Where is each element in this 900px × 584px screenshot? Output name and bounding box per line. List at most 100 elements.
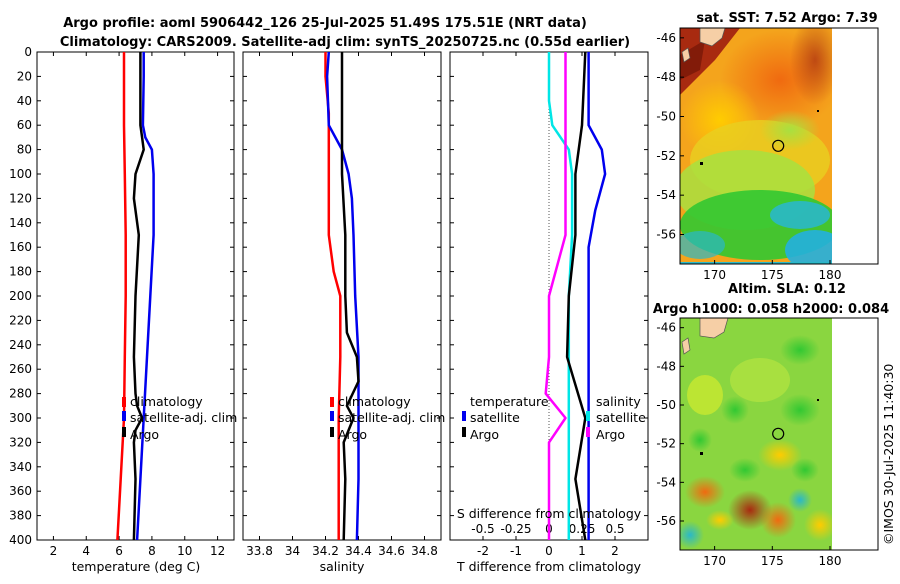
depth-tick-label: 360	[9, 484, 32, 498]
depth-tick-label: 80	[17, 143, 32, 157]
sla-lat-tick-label: -56	[656, 514, 676, 528]
legend-label-s-argo: Argo	[596, 427, 625, 442]
sst-lon-tick-label: 175	[761, 268, 784, 282]
depth-tick-label: 180	[9, 265, 32, 279]
depth-tick-label: 100	[9, 167, 32, 181]
s-difference-tick-label: -0.5	[471, 522, 494, 536]
temperature-series	[116, 52, 155, 540]
sst-lat-tick-label: -54	[656, 188, 676, 202]
temperature-line-satellite-adj-clim	[135, 52, 155, 540]
legend-swatch-t-argo	[462, 427, 466, 437]
depth-tick-label: 300	[9, 411, 32, 425]
depth-tick-label: 40	[17, 94, 32, 108]
legend-swatch-climatology	[330, 397, 334, 407]
depth-tick-label: 200	[9, 289, 32, 303]
temperature-x-axis: 2 4 6 8 10 12	[50, 52, 225, 558]
depth-tick-label: 260	[9, 362, 32, 376]
salinity-x-tick-label: 34.4	[345, 544, 372, 558]
legend-swatch-t-satellite	[462, 411, 466, 421]
t-difference-x-tick-label: 2	[611, 544, 619, 558]
legend-title-temperature: temperature	[470, 394, 549, 409]
t-difference-x-axis: -2 -1 0 1 2	[477, 52, 619, 558]
difference-line-s-satellite-adj	[587, 52, 607, 540]
sst-lat-tick-label: -56	[656, 228, 676, 242]
s-difference-tick-label: -0.25	[500, 522, 531, 536]
temperature-x-tick-label: 12	[210, 544, 225, 558]
depth-tick-label: 120	[9, 191, 32, 205]
depth-tick-label: 160	[9, 240, 32, 254]
depth-tick-label: 380	[9, 509, 32, 523]
legend-swatch-s-satellite	[586, 411, 590, 421]
temperature-x-tick-label: 10	[177, 544, 192, 558]
legend-label-argo: Argo	[338, 427, 367, 442]
t-difference-x-tick-label: -1	[510, 544, 522, 558]
figure-title-line2: Climatology: CARS2009. Satellite-adj cli…	[60, 35, 630, 50]
sst-lat-tick-label: -46	[656, 31, 676, 45]
sla-map-axes	[679, 317, 879, 551]
legend-swatch-satellite	[330, 411, 334, 421]
sla-map-axis-ticks: 170 175 180 -46 -48 -50 -52 -54 -56	[656, 321, 841, 568]
difference-series	[544, 52, 607, 540]
sla-lat-tick-label: -52	[656, 437, 676, 451]
salinity-x-tick-label: 34	[285, 544, 300, 558]
difference-xlabel: T difference from climatology	[456, 559, 642, 574]
sla-lat-tick-label: -46	[656, 321, 676, 335]
sst-map-axis-ticks: 170 175 180 -46 -48 -50 -52 -54 -56	[656, 31, 841, 282]
depth-tick-label: 320	[9, 435, 32, 449]
depth-tick-label: 140	[9, 216, 32, 230]
temperature-xlabel: temperature (deg C)	[72, 559, 201, 574]
difference-line-t-argo	[565, 52, 587, 540]
salinity-x-tick-label: 34.6	[378, 544, 405, 558]
legend-swatch-climatology	[122, 397, 126, 407]
depth-tick-label: 240	[9, 338, 32, 352]
t-difference-x-tick-label: 0	[545, 544, 553, 558]
salinity-line-argo	[340, 52, 360, 540]
legend-label-t-satellite: satellite	[470, 410, 520, 425]
depth-tick-label: 220	[9, 313, 32, 327]
legend-swatch-s-argo	[586, 427, 590, 437]
depth-tick-label: 20	[17, 69, 32, 83]
sst-map-image	[680, 28, 832, 264]
s-difference-tick-label: 0.5	[605, 522, 624, 536]
figure-title-line1: Argo profile: aoml 5906442_126 25-Jul-20…	[63, 16, 587, 31]
legend-label-s-satellite: satellite	[596, 410, 646, 425]
sst-map-title: sat. SST: 7.52 Argo: 7.39	[696, 11, 877, 26]
depth-tick-label: 400	[9, 533, 32, 547]
t-difference-x-tick-label: 1	[578, 544, 586, 558]
sla-lon-tick-label: 170	[703, 554, 726, 568]
legend-title-salinity: salinity	[596, 394, 641, 409]
t-difference-x-tick-label: -2	[477, 544, 489, 558]
sst-map-axes	[679, 27, 879, 265]
argo-position-marker	[772, 139, 785, 152]
temperature-legend: climatology satellite-adj. clim Argo	[122, 394, 237, 442]
salinity-line-satellite-adj-clim	[325, 52, 360, 540]
sst-lat-tick-label: -52	[656, 149, 676, 163]
sst-lon-tick-label: 180	[819, 268, 842, 282]
depth-tick-label: 340	[9, 460, 32, 474]
legend-label-satellite: satellite-adj. clim	[130, 410, 237, 425]
temperature-x-tick-label: 8	[148, 544, 156, 558]
depth-tick-label: 60	[17, 118, 32, 132]
temperature-line-climatology	[116, 52, 127, 540]
difference-line-s-satellite	[544, 52, 567, 540]
depth-tick-label: 280	[9, 387, 32, 401]
legend-swatch-satellite	[122, 411, 126, 421]
salinity-x-tick-label: 33.8	[246, 544, 273, 558]
depth-tick-label: 0	[24, 45, 32, 59]
salinity-xlabel: salinity	[320, 559, 365, 574]
legend-label-climatology: climatology	[130, 394, 203, 409]
sla-lat-tick-label: -50	[656, 398, 676, 412]
sla-lon-tick-label: 175	[761, 554, 784, 568]
sla-map-title-line2: Argo h1000: 0.058 h2000: 0.084	[653, 302, 889, 317]
sst-lon-tick-label: 170	[703, 268, 726, 282]
salinity-series	[324, 52, 360, 540]
salinity-x-axis: 33.8 34 34.2 34.4 34.6 34.8	[246, 52, 438, 558]
legend-label-argo: Argo	[130, 427, 159, 442]
imos-watermark: ©IMOS 30-Jul-2025 11:40:30	[881, 364, 896, 545]
sla-lon-tick-label: 180	[819, 554, 842, 568]
difference-legend: temperature satellite Argo salinity sate…	[462, 394, 646, 442]
salinity-legend: climatology satellite-adj. clim Argo	[330, 394, 445, 442]
salinity-x-tick-label: 34.8	[411, 544, 438, 558]
legend-label-satellite: satellite-adj. clim	[338, 410, 445, 425]
